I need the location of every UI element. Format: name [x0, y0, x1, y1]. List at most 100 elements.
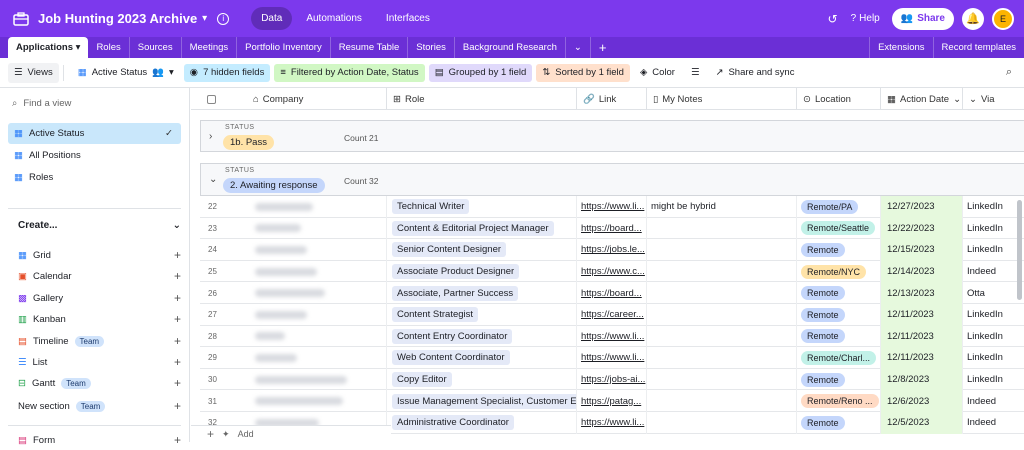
company-cell[interactable] [247, 196, 387, 218]
action-date-cell[interactable]: 12/27/2023 [881, 196, 963, 218]
location-cell[interactable]: Remote [797, 368, 881, 391]
role-cell[interactable]: Technical Writer [387, 196, 577, 218]
role-cell[interactable]: Copy Editor [387, 368, 577, 391]
help-button[interactable]: ? Help [851, 13, 880, 24]
column-header-via[interactable]: ⌄ Via [963, 88, 1024, 110]
create-new-section[interactable]: New section Team + [18, 396, 181, 416]
location-cell[interactable]: Remote [797, 304, 881, 326]
group-header-awaiting-response[interactable]: ⌄ STATUS 2. Awaiting response Count 32 [200, 163, 1024, 196]
notes-cell[interactable] [647, 347, 797, 369]
company-cell[interactable] [247, 304, 387, 326]
location-cell[interactable]: Remote/PA [797, 196, 881, 218]
table-row[interactable]: 27 Content Strategist https://career... Rem… [200, 304, 1024, 326]
nav-tab-automations[interactable]: Automations [306, 13, 362, 24]
job-link[interactable]: https://www.c... [581, 266, 645, 278]
nav-tab-data[interactable]: Data [251, 7, 293, 30]
table-row[interactable]: 31 Issue Management Specialist, Customer … [200, 390, 1024, 412]
job-link[interactable]: https://patag... [581, 395, 642, 407]
company-cell[interactable] [247, 325, 387, 348]
vertical-scrollbar[interactable] [1017, 200, 1022, 300]
select-all-checkbox[interactable] [191, 88, 247, 110]
table-tab-portfolio-inventory[interactable]: Portfolio Inventory [237, 37, 331, 58]
job-link[interactable]: https://jobs.le... [581, 244, 645, 256]
link-cell[interactable]: https://patag... [577, 390, 647, 412]
via-cell[interactable]: LinkedIn [963, 304, 1024, 326]
link-cell[interactable]: https://jobs-ai... [577, 368, 647, 391]
action-date-cell[interactable]: 12/14/2023 [881, 260, 963, 283]
sidebar-view-all-positions[interactable]: ▦ All Positions [8, 145, 181, 166]
filter-button[interactable]: ≡ Filtered by Action Date, Status [274, 63, 425, 82]
row-height-button[interactable]: ☰ [685, 63, 706, 83]
role-cell[interactable]: Administrative Coordinator [387, 412, 577, 434]
share-sync-button[interactable]: ↗ Share and sync [709, 63, 800, 83]
company-cell[interactable] [247, 260, 387, 283]
action-date-cell[interactable]: 12/11/2023 [881, 347, 963, 369]
chevron-down-icon[interactable]: ⌄ [209, 174, 218, 185]
job-link[interactable]: https://www.li... [581, 201, 645, 213]
company-cell[interactable] [247, 390, 387, 412]
create-form[interactable]: ▤ Form + [18, 430, 181, 450]
sidebar-view-active-status[interactable]: ▦ Active Status ✓ [8, 123, 181, 144]
link-cell[interactable]: https://www.li... [577, 196, 647, 218]
action-date-cell[interactable]: 12/8/2023 [881, 368, 963, 391]
extensions-button[interactable]: Extensions [869, 37, 932, 58]
link-cell[interactable]: https://career... [577, 304, 647, 326]
create-grid[interactable]: ▦ Grid + [18, 245, 181, 265]
table-row[interactable]: 23 Content & Editorial Project Manager htt… [200, 217, 1024, 240]
table-tab-meetings[interactable]: Meetings [182, 37, 238, 58]
via-cell[interactable]: LinkedIn [963, 347, 1024, 369]
notes-cell[interactable] [647, 368, 797, 391]
location-cell[interactable]: Remote/Reno ... [797, 390, 881, 412]
link-cell[interactable]: https://jobs.le... [577, 239, 647, 261]
action-date-cell[interactable]: 12/22/2023 [881, 217, 963, 240]
via-cell[interactable]: Indeed [963, 412, 1024, 434]
notes-cell[interactable] [647, 260, 797, 283]
create-section-toggle[interactable]: Create... ⌄ [18, 220, 181, 231]
via-cell[interactable]: Indeed [963, 390, 1024, 412]
share-button[interactable]: 👥 Share [891, 7, 954, 30]
company-cell[interactable] [247, 217, 387, 240]
table-tab-applications[interactable]: Applications ▾ [8, 37, 89, 58]
notifications-bell-icon[interactable]: 🔔 [962, 7, 984, 30]
notes-cell[interactable] [647, 325, 797, 348]
action-date-cell[interactable]: 12/5/2023 [881, 412, 963, 434]
action-date-cell[interactable]: 12/11/2023 [881, 304, 963, 326]
create-gallery[interactable]: ▩ Gallery + [18, 288, 181, 308]
current-view-button[interactable]: ▦ Active Status 👥 ▾ [72, 63, 180, 83]
location-cell[interactable]: Remote/NYC [797, 260, 881, 283]
group-header-pass[interactable]: › STATUS 1b. Pass Count 21 [200, 120, 1024, 152]
job-link[interactable]: https://www.li... [581, 417, 645, 429]
group-button[interactable]: ▤ Grouped by 1 field [428, 63, 533, 82]
base-title[interactable]: Job Hunting 2023 Archive [38, 11, 198, 26]
notes-cell[interactable] [647, 304, 797, 326]
table-row[interactable]: 30 Copy Editor https://jobs-ai... Remote 12/… [200, 368, 1024, 391]
column-header-company[interactable]: ⌂ Company [247, 88, 387, 110]
chevron-down-icon[interactable]: ▾ [202, 13, 208, 24]
column-header-action-date[interactable]: ▦ Action Date ⌄ [881, 88, 963, 110]
action-date-cell[interactable]: 12/6/2023 [881, 390, 963, 412]
via-cell[interactable]: LinkedIn [963, 196, 1024, 218]
chevron-right-icon[interactable]: › [209, 131, 213, 142]
job-link[interactable]: https://jobs-ai... [581, 374, 646, 386]
table-row[interactable]: 28 Content Entry Coordinator https://www.l… [200, 325, 1024, 348]
avatar[interactable]: E [992, 7, 1014, 30]
company-cell[interactable] [247, 347, 387, 369]
table-row[interactable]: 29 Web Content Coordinator https://www.li.… [200, 347, 1024, 369]
job-link[interactable]: https://career... [581, 309, 644, 321]
notes-cell[interactable] [647, 412, 797, 434]
via-cell[interactable]: LinkedIn [963, 369, 1024, 391]
color-button[interactable]: ◈ Color [634, 63, 681, 83]
column-header-link[interactable]: 🔗 Link [577, 88, 647, 110]
notes-cell[interactable] [647, 282, 797, 304]
notes-cell[interactable] [647, 217, 797, 240]
location-cell[interactable]: Remote/Seattle [797, 217, 881, 240]
action-date-cell[interactable]: 12/13/2023 [881, 282, 963, 304]
link-cell[interactable]: https://board... [577, 282, 647, 304]
location-cell[interactable]: Remote [797, 282, 881, 304]
job-link[interactable]: https://www.li... [581, 352, 645, 364]
role-cell[interactable]: Content & Editorial Project Manager [387, 217, 577, 240]
company-cell[interactable] [247, 239, 387, 261]
nav-tab-interfaces[interactable]: Interfaces [385, 13, 430, 24]
table-row[interactable]: 32 Administrative Coordinator https://www.… [200, 412, 1024, 434]
job-link[interactable]: https://board... [581, 287, 642, 299]
